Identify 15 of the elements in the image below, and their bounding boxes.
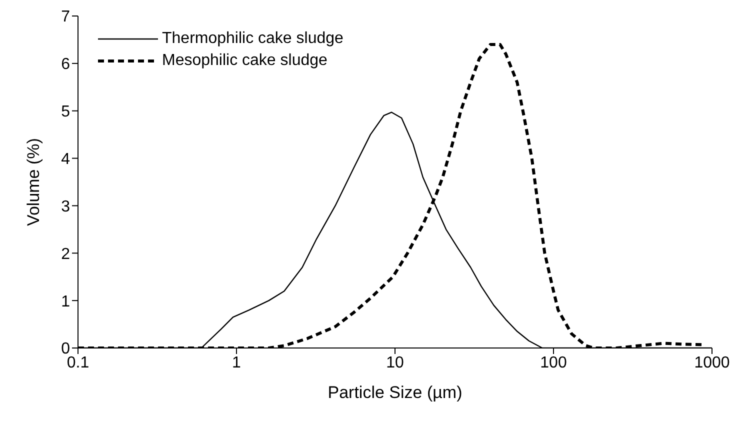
y-tick-label: 3 — [61, 198, 70, 216]
y-axis-title: Volume (%) — [24, 138, 44, 226]
x-tick-label: 10 — [386, 354, 404, 372]
y-tick-label: 4 — [61, 150, 70, 168]
x-axis-title: Particle Size (µm) — [328, 383, 462, 402]
x-tick-label: 100 — [540, 354, 567, 372]
legend-label: Thermophilic cake sludge — [162, 29, 344, 49]
y-tick-label: 2 — [61, 246, 70, 263]
y-tick-label: 1 — [61, 293, 70, 310]
x-tick-label: 1000 — [694, 354, 730, 372]
y-tick-label: 5 — [61, 104, 70, 121]
legend-label: Mesophilic cake sludge — [162, 51, 328, 71]
y-tick-label: 6 — [61, 56, 70, 74]
x-tick-label: 1 — [232, 354, 242, 372]
y-tick-label: 7 — [61, 8, 70, 26]
